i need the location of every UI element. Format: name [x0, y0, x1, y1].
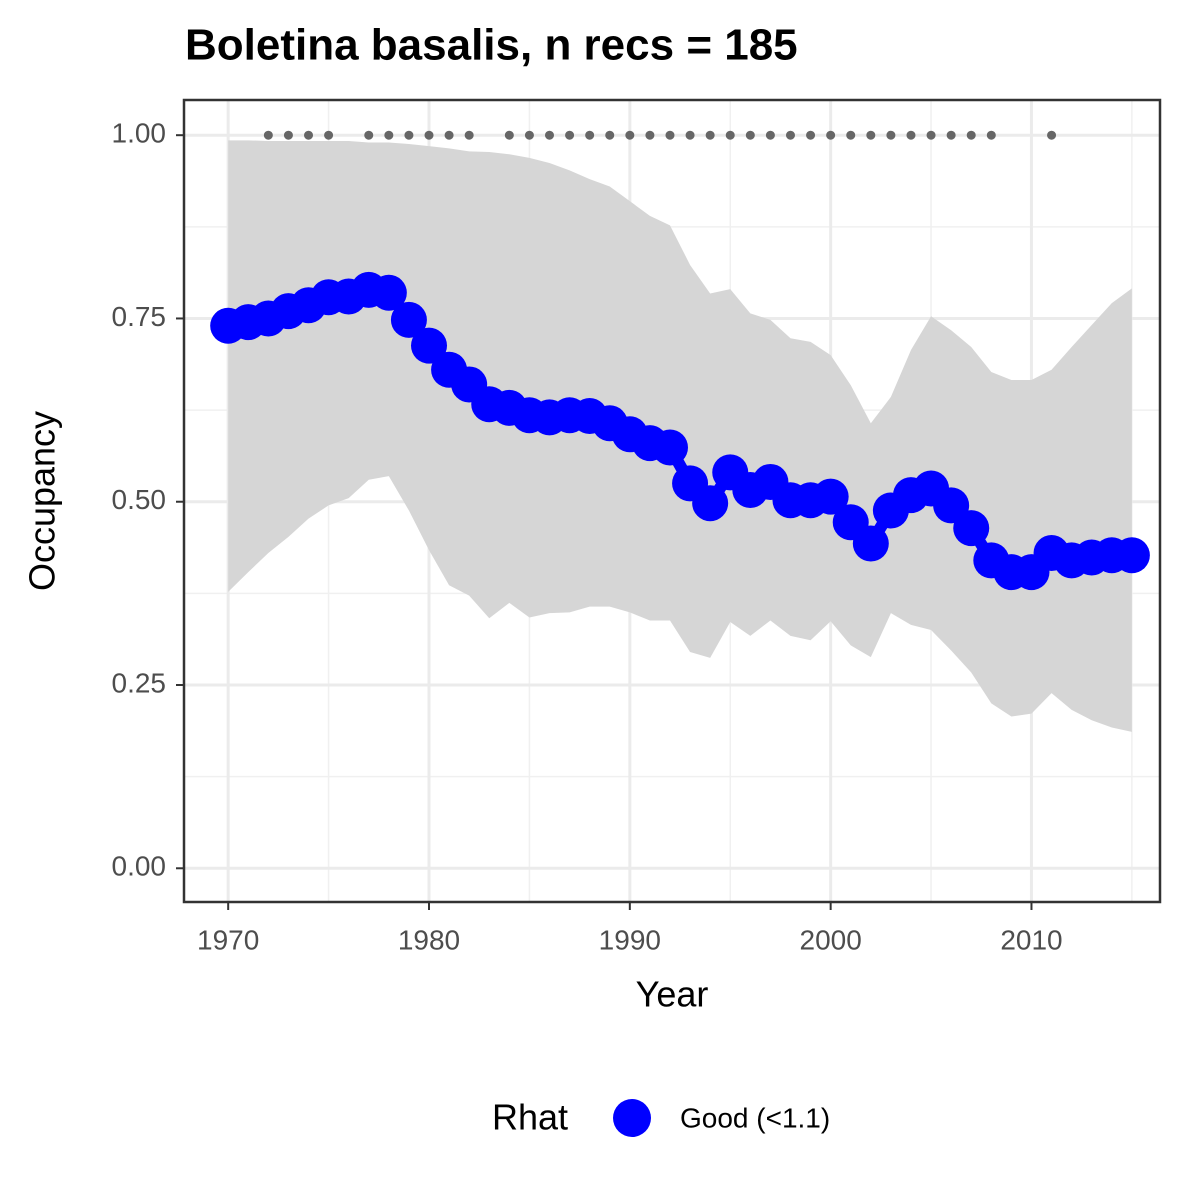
occupancy-point [852, 525, 889, 562]
record-dot [846, 130, 856, 140]
record-dot [364, 130, 374, 140]
x-tick-label: 2000 [800, 924, 862, 955]
record-dot [866, 130, 876, 140]
record-dot [725, 130, 735, 140]
occupancy-point [692, 485, 729, 522]
legend-label: Good (<1.1) [680, 1102, 830, 1133]
y-axis-title: Occupancy [22, 411, 63, 591]
panel-border [182, 98, 1162, 904]
x-tick-label: 2010 [1000, 924, 1062, 955]
x-tick-label: 1980 [398, 924, 460, 955]
y-tick-label: 0.00 [112, 851, 167, 882]
record-dot [464, 130, 474, 140]
record-dot [404, 130, 414, 140]
x-tick-label: 1970 [197, 924, 259, 955]
record-dot [926, 130, 936, 140]
y-tick-label: 0.25 [112, 667, 167, 698]
record-dot [585, 130, 595, 140]
record-dot [384, 130, 394, 140]
record-dot [986, 130, 996, 140]
legend-title: Rhat [492, 1097, 568, 1138]
record-dot [946, 130, 956, 140]
record-dot [283, 130, 293, 140]
record-dot [1047, 130, 1057, 140]
record-dot [565, 130, 575, 140]
occupancy-point [651, 429, 688, 466]
record-dot [745, 130, 755, 140]
occupancy-point [953, 510, 990, 547]
chart-title: Boletina basalis, n recs = 185 [185, 21, 798, 70]
record-dot [625, 130, 635, 140]
legend-key [613, 1099, 651, 1137]
record-dot [665, 130, 675, 140]
record-dot [705, 130, 715, 140]
x-axis-title: Year [636, 974, 709, 1015]
record-dot [765, 130, 775, 140]
record-dot [544, 130, 554, 140]
record-dot [304, 130, 314, 140]
x-tick-label: 1990 [599, 924, 661, 955]
record-dot [605, 130, 615, 140]
record-dot [806, 130, 816, 140]
occupancy-point [411, 327, 448, 364]
record-dot [826, 130, 836, 140]
y-tick-label: 0.50 [112, 484, 167, 515]
record-dot [886, 130, 896, 140]
record-dot [906, 130, 916, 140]
occupancy-point [1113, 537, 1150, 574]
y-tick-label: 0.75 [112, 301, 167, 332]
record-dot [324, 130, 334, 140]
occupancy-point [812, 478, 849, 515]
y-tick-label: 1.00 [112, 118, 167, 149]
record-dot [444, 130, 454, 140]
record-dot [504, 130, 514, 140]
record-dot [645, 130, 655, 140]
record-dot [966, 130, 976, 140]
record-dot [524, 130, 534, 140]
occupancy-point [370, 274, 407, 311]
record-dot [263, 130, 273, 140]
record-dot [424, 130, 434, 140]
record-dot [685, 130, 695, 140]
record-dot [785, 130, 795, 140]
occupancy-point [390, 301, 427, 338]
